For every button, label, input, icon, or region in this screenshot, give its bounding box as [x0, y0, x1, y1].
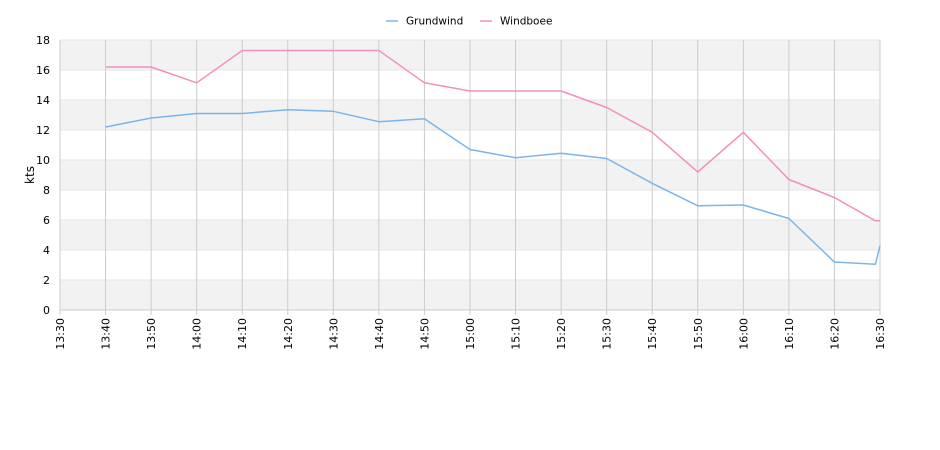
x-tick-label: 15:00	[464, 318, 477, 350]
x-tick-label: 15:10	[510, 318, 523, 350]
y-tick-label: 6	[43, 214, 50, 227]
x-tick-label: 14:40	[373, 318, 386, 350]
x-tick-label: 14:50	[418, 318, 431, 350]
vertical-gridlines	[59, 40, 881, 310]
x-tick-label: 14:30	[327, 318, 340, 350]
x-tick-label: 15:50	[692, 318, 705, 350]
x-tick-label: 15:30	[601, 318, 614, 350]
x-tick-label: 16:30	[874, 318, 887, 350]
y-tick-label: 10	[36, 154, 50, 167]
y-tick-label: 2	[43, 274, 50, 287]
x-tick-label: 14:20	[282, 318, 295, 350]
y-tick-label: 14	[36, 94, 50, 107]
x-tick-label: 13:50	[145, 318, 158, 350]
legend: Grundwind Windboee	[386, 16, 552, 28]
series-line-windboee	[105, 49, 880, 222]
x-tick-label: 16:10	[783, 318, 796, 350]
y-tick-label: 12	[36, 124, 50, 137]
legend-label: Grundwind	[406, 16, 463, 28]
x-axis-ticks: 13:30 13:40 13:50 14:00 14:10 14:20 14:30 14:40…	[54, 310, 887, 350]
series-lines	[105, 49, 881, 266]
y-tick-label: 8	[43, 184, 50, 197]
x-tick-label: 14:10	[236, 318, 249, 350]
x-tick-label: 15:20	[555, 318, 568, 350]
y-tick-label: 0	[43, 304, 50, 317]
y-tick-label: 4	[43, 244, 50, 257]
x-tick-label: 13:30	[54, 318, 67, 350]
x-tick-label: 13:40	[100, 318, 113, 350]
x-tick-label: 16:20	[828, 318, 841, 350]
legend-label: Windboee	[500, 16, 552, 28]
series-line-grundwind	[105, 109, 881, 266]
y-tick-label: 18	[36, 34, 50, 47]
x-tick-label: 16:00	[737, 318, 750, 350]
x-tick-label: 14:00	[191, 318, 204, 350]
y-tick-label: 16	[36, 64, 50, 77]
y-axis-ticks: 0 2 4 6 8 10 12 14 16 18	[36, 34, 50, 317]
x-tick-label: 15:40	[646, 318, 659, 350]
y-axis-label: kts	[23, 166, 37, 184]
